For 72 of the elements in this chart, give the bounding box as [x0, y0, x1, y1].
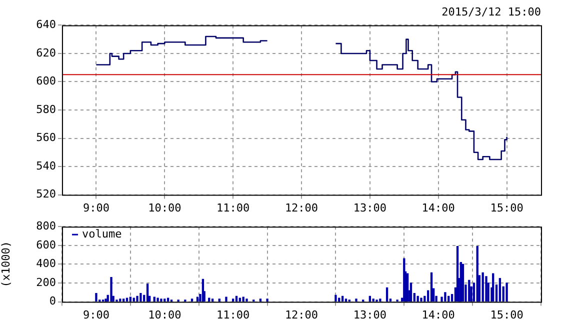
bar — [126, 298, 128, 302]
x-tick-label: 11:00 — [216, 201, 250, 214]
y-tick-label: 0 — [49, 294, 56, 308]
bar — [430, 272, 433, 302]
y-tick-label: 620 — [36, 46, 56, 60]
bar — [238, 298, 241, 302]
bar — [190, 298, 194, 302]
x-tick-label: 9:00 — [82, 201, 110, 214]
y-axis-title: (x1000) — [0, 241, 12, 288]
y-tick-label: 540 — [36, 159, 56, 172]
bar — [246, 298, 248, 302]
bar — [140, 293, 142, 302]
y-tick-label: 400 — [36, 257, 56, 270]
y-tick-label: 600 — [36, 238, 56, 252]
x-tick-label: 14:00 — [422, 308, 455, 322]
y-tick-label: 520 — [36, 188, 56, 201]
bar — [386, 287, 388, 302]
bar — [462, 264, 464, 302]
y-tick-label: 200 — [36, 276, 56, 289]
x-tick-label: 10:00 — [148, 201, 182, 214]
bar — [122, 298, 125, 302]
bar — [95, 293, 98, 302]
bar — [110, 277, 112, 302]
x-tick-label: 9:00 — [82, 308, 110, 322]
bar — [266, 298, 268, 302]
chart-subtitle: 2015/3/12 15:00 — [442, 5, 541, 18]
bar — [208, 298, 210, 302]
bar — [468, 280, 470, 302]
bar — [160, 298, 162, 302]
bar — [498, 278, 502, 302]
legend-label: volume — [82, 227, 122, 240]
y-tick-label: 580 — [36, 102, 56, 116]
x-tick-label: 10:00 — [148, 308, 182, 322]
x-tick-label: 14:00 — [422, 201, 455, 214]
x-tick-label: 12:00 — [284, 308, 318, 322]
bar — [416, 296, 419, 302]
bar — [334, 294, 337, 302]
bar — [338, 298, 340, 302]
bar — [104, 298, 107, 302]
bar — [225, 296, 228, 302]
bar — [444, 292, 446, 302]
x-tick-label: 11:00 — [216, 308, 250, 322]
bar — [136, 296, 138, 302]
bar — [211, 298, 214, 302]
y-tick-label: 800 — [36, 219, 56, 232]
bar — [482, 272, 484, 302]
bar — [119, 298, 122, 302]
bar — [132, 298, 135, 302]
bar — [420, 298, 422, 302]
x-tick-label: 12:00 — [284, 201, 318, 214]
bar — [344, 298, 348, 302]
bar — [492, 273, 494, 302]
bar — [156, 298, 159, 302]
y-tick-label: 600 — [36, 74, 56, 88]
y-tick-label: 560 — [36, 131, 56, 144]
bar — [379, 298, 382, 302]
bar — [355, 298, 358, 302]
bar — [372, 298, 374, 302]
bar — [166, 298, 170, 302]
bar — [218, 298, 220, 302]
x-tick-label: 15:00 — [490, 201, 524, 214]
bar — [164, 298, 166, 302]
bar — [485, 276, 488, 302]
x-tick-label: 13:00 — [353, 308, 386, 322]
bar — [476, 246, 478, 302]
bar — [146, 284, 149, 302]
bar — [259, 298, 262, 302]
x-tick-label: 15:00 — [490, 308, 524, 322]
x-tick-label: 13:00 — [353, 201, 386, 214]
y-tick-label: 640 — [36, 18, 56, 32]
bar — [506, 282, 508, 302]
bar — [232, 298, 234, 302]
